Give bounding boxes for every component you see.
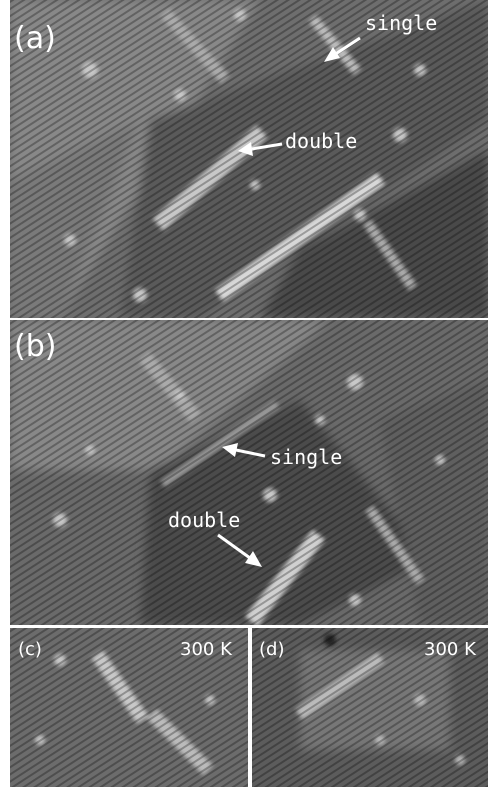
panel-label: (a) [14,21,56,56]
temperature-label: 300 K [424,639,477,660]
annotation: double [285,129,357,153]
panel-label: (c) [18,639,42,660]
annotation: double [168,508,240,532]
panel-b-image [10,320,488,626]
panel-a-image [10,0,488,318]
panel-label: (b) [14,329,56,364]
annotation: single [270,445,342,469]
panel-label: (d) [259,639,284,660]
annotation: single [365,11,437,35]
figure: (a) single double (b) single double (c) … [0,0,488,787]
temperature-label: 300 K [180,639,233,660]
